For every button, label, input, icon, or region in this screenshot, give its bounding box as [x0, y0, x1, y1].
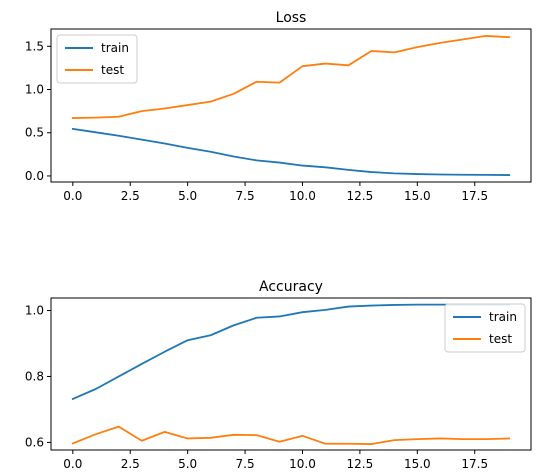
- x-tick-label: 7.5: [236, 189, 255, 203]
- axes-frame: [50, 28, 532, 183]
- y-tick-label: 1.0: [25, 304, 44, 318]
- x-tick-label: 0.0: [63, 457, 82, 471]
- y-tick-label: 1.5: [25, 39, 44, 53]
- x-tick-label: 2.5: [121, 457, 140, 471]
- x-tick-label: 15.0: [404, 189, 431, 203]
- x-tick-label: 10.0: [289, 189, 316, 203]
- legend-label-test: test: [489, 332, 512, 346]
- y-tick-label: 0.5: [25, 126, 44, 140]
- x-tick-label: 5.0: [178, 457, 197, 471]
- legend-label-train: train: [489, 310, 517, 324]
- x-tick-label: 0.0: [63, 189, 82, 203]
- x-tick-label: 17.5: [461, 457, 488, 471]
- chart-1: Loss 0.0 2.5 5.0 7.5 10.0 12.5 15.0 17.5 0.0 0.5 1.…: [25, 10, 532, 203]
- x-tick-label: 5.0: [178, 189, 197, 203]
- legend: train test: [444, 303, 526, 353]
- axes-frame: [50, 297, 532, 451]
- legend-label-test: test: [101, 63, 124, 77]
- x-tick-label: 12.5: [347, 457, 374, 471]
- y-tick-label: 0.6: [25, 435, 44, 449]
- series-line-test: [71, 425, 511, 445]
- y-tick-label: 0.0: [25, 169, 44, 183]
- x-tick-label: 15.0: [404, 457, 431, 471]
- x-tick-label: 10.0: [289, 457, 316, 471]
- chart-title: Accuracy: [259, 279, 323, 295]
- chart-2: Accuracy 0.0 2.5 5.0 7.5 10.0 12.5 15.0 17.5 0.6 0…: [25, 279, 532, 471]
- x-tick-label: 2.5: [121, 189, 140, 203]
- series-line-train: [71, 303, 511, 401]
- x-tick-label: 12.5: [347, 189, 374, 203]
- series-line-train: [71, 127, 511, 176]
- legend: train test: [56, 34, 138, 84]
- y-tick-label: 1.0: [25, 83, 44, 97]
- legend-label-train: train: [101, 41, 129, 55]
- y-tick-label: 0.8: [25, 369, 44, 383]
- chart-title: Loss: [276, 10, 307, 26]
- series-line-test: [71, 35, 511, 119]
- x-tick-label: 7.5: [236, 457, 255, 471]
- x-tick-label: 17.5: [461, 189, 488, 203]
